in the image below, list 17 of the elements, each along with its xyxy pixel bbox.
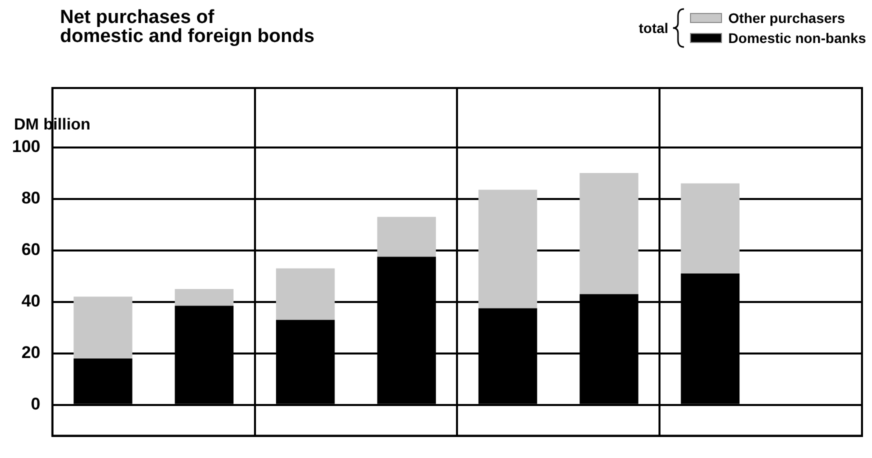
y-tick-label: 100 — [12, 136, 40, 156]
chart-title: Net purchases of domestic and foreign bonds — [60, 7, 314, 47]
bar — [680, 183, 740, 274]
legend-label: Other purchasers — [728, 10, 846, 26]
bar — [478, 190, 538, 308]
y-tick-label: 40 — [21, 292, 40, 311]
bar — [74, 296, 132, 359]
y-tick-label: 60 — [21, 240, 40, 259]
bar — [276, 268, 335, 320]
legend-label: Domestic non-banks — [728, 30, 866, 46]
bar — [174, 288, 234, 306]
y-tick-label: 20 — [21, 343, 40, 362]
bar — [580, 173, 638, 294]
y-tick-label: 80 — [21, 188, 40, 208]
legend-title: total — [638, 20, 668, 36]
y-tick-label: 0 — [30, 394, 40, 414]
bar — [377, 216, 436, 257]
